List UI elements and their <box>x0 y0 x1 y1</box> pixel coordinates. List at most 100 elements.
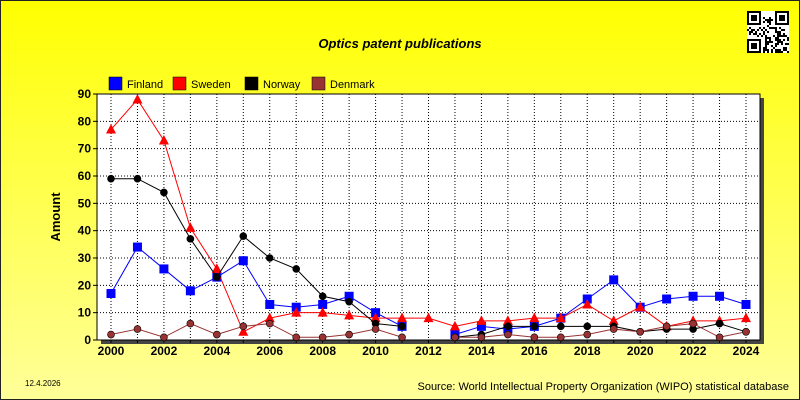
x-tick-label: 2010 <box>362 344 389 358</box>
data-point-finland <box>318 299 328 309</box>
data-point-finland <box>132 242 142 252</box>
x-tick-label: 2016 <box>521 344 548 358</box>
x-tick-label: 2018 <box>574 344 601 358</box>
x-tick-label: 2002 <box>151 344 178 358</box>
data-point-denmark <box>345 330 353 339</box>
legend-label: Finland <box>127 79 163 91</box>
data-point-denmark <box>556 333 565 342</box>
data-point-norway <box>213 273 221 281</box>
data-point-sweden <box>185 222 196 232</box>
data-point-norway <box>583 322 592 331</box>
y-tick-label: 0 <box>84 333 91 347</box>
legend-label: Sweden <box>191 79 231 91</box>
data-point-finland <box>185 286 195 296</box>
data-point-finland <box>344 291 354 301</box>
data-point-sweden <box>608 315 619 325</box>
data-point-finland <box>715 291 725 301</box>
chart-title: Optics patent publications <box>318 36 481 51</box>
data-point-sweden <box>529 312 540 323</box>
data-point-denmark <box>530 333 539 342</box>
data-point-denmark <box>742 327 750 336</box>
data-point-norway <box>186 235 195 243</box>
qr-code-icon <box>747 11 789 53</box>
y-tick-label: 80 <box>78 114 92 128</box>
y-tick-label: 40 <box>78 224 92 238</box>
data-point-denmark <box>265 319 274 328</box>
data-point-finland <box>238 256 248 266</box>
y-tick-label: 20 <box>78 278 92 292</box>
legend-label: Norway <box>263 79 301 91</box>
data-point-sweden <box>370 312 381 323</box>
x-tick-label: 2014 <box>468 344 495 358</box>
data-point-denmark <box>186 319 195 328</box>
data-point-sweden <box>211 263 222 273</box>
y-tick-label: 10 <box>78 306 92 320</box>
x-tick-label: 2008 <box>309 344 336 358</box>
data-point-norway <box>239 232 248 240</box>
data-point-norway <box>107 174 115 183</box>
data-point-sweden <box>238 326 249 336</box>
series-line-denmark <box>454 323 747 338</box>
data-point-sweden <box>635 301 646 312</box>
data-point-norway <box>556 322 565 331</box>
data-point-denmark <box>133 325 142 333</box>
data-point-finland <box>159 264 169 274</box>
data-point-sweden <box>132 93 143 104</box>
data-point-norway <box>504 322 512 331</box>
data-point-denmark <box>371 325 380 333</box>
x-tick-label: 2012 <box>415 344 442 358</box>
data-point-denmark <box>715 333 724 342</box>
legend-swatch <box>244 76 259 91</box>
data-point-finland <box>662 294 672 304</box>
data-point-denmark <box>213 330 221 339</box>
data-point-denmark <box>107 330 115 339</box>
data-point-norway <box>265 254 274 262</box>
data-point-sweden <box>106 124 116 134</box>
legend-swatch <box>311 76 326 91</box>
y-tick-label: 50 <box>78 196 92 210</box>
legend-swatch <box>172 76 187 91</box>
data-point-denmark <box>609 325 618 333</box>
data-point-norway <box>292 265 301 273</box>
x-tick-label: 2000 <box>98 344 125 358</box>
x-tick-label: 2024 <box>733 344 760 358</box>
y-tick-label: 90 <box>78 87 92 101</box>
data-point-norway <box>160 188 168 197</box>
y-axis-label: Amount <box>48 192 63 242</box>
data-point-norway <box>530 322 539 331</box>
data-point-denmark <box>504 330 512 339</box>
data-point-sweden <box>449 320 460 331</box>
data-point-finland <box>265 299 275 309</box>
data-point-norway <box>133 174 142 183</box>
data-point-sweden <box>158 134 169 145</box>
data-point-norway <box>715 319 724 328</box>
data-point-finland <box>688 291 698 301</box>
data-point-sweden <box>476 315 487 325</box>
source-note: Source: World Intellectual Property Orga… <box>417 381 789 393</box>
data-point-finland <box>476 321 486 331</box>
data-point-denmark <box>477 333 486 342</box>
data-point-denmark <box>583 330 592 339</box>
data-point-finland <box>741 299 751 309</box>
x-tick-label: 2004 <box>203 344 230 358</box>
data-point-denmark <box>160 333 168 342</box>
data-point-denmark <box>292 333 301 342</box>
data-point-norway <box>345 297 353 306</box>
legend-swatch <box>108 76 123 91</box>
data-point-sweden <box>264 312 275 323</box>
data-point-denmark <box>689 319 697 328</box>
data-point-denmark <box>636 327 644 336</box>
data-point-sweden <box>344 309 355 320</box>
data-point-sweden <box>317 307 328 317</box>
data-point-denmark <box>451 333 459 342</box>
data-point-denmark <box>662 322 671 331</box>
data-point-sweden <box>502 315 513 325</box>
series-line-norway <box>111 178 403 327</box>
y-tick-label: 60 <box>78 169 92 183</box>
data-point-finland <box>106 289 116 299</box>
data-point-sweden <box>555 312 566 323</box>
series-line-denmark <box>110 323 403 338</box>
legend-label: Denmark <box>330 79 375 91</box>
x-tick-label: 2006 <box>256 344 283 358</box>
